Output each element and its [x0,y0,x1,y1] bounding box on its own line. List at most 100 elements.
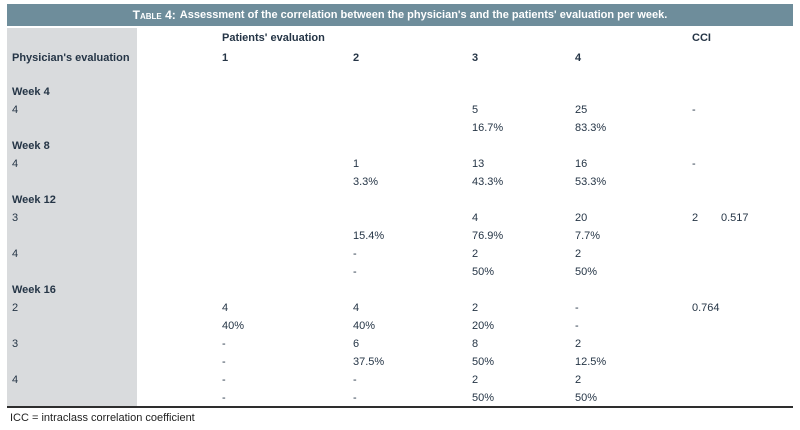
week-label: Week 12 [7,191,137,209]
table-row: 3 4 20 2 0.517 [7,209,793,227]
value-cell: - [353,391,357,404]
value-cell: 50% [575,391,598,404]
spacer-cell [137,335,222,353]
spacer-cell [137,67,793,83]
value-cell [222,155,353,173]
patients-evaluation-header: Patients' evaluation [222,32,325,44]
col-header-3: 3 [472,51,479,64]
value-cell: 40% [353,320,376,332]
value-cell: 16 [575,158,588,170]
cci-value-cell [692,353,721,371]
value-cell: 43.3% [472,176,504,188]
physician-score-cell [7,353,137,371]
col-header-2: 2 [353,51,360,64]
value-cell [222,173,353,191]
cci-value-cell [692,371,721,389]
value-cell: 15.4% [353,230,385,242]
cci-value-cell: 0.517 [721,212,749,224]
physician-score-cell [7,263,137,281]
spacer-cell [137,245,222,263]
value-cell: 40% [222,320,245,332]
value-cell: - [353,248,357,260]
header-row-cols: Physician's evaluation 1 2 3 4 [7,48,793,67]
week-row: Week 8 [7,137,793,155]
value-cell: 2 [472,248,479,260]
cci-value-cell [692,335,721,353]
value-cell [222,263,353,281]
value-cell: 20 [575,212,588,224]
week-label: Week 4 [7,83,137,101]
value-cell [222,119,353,137]
spacer-cell [721,28,793,48]
cci-value-cell: - [692,158,696,170]
value-cell: - [222,356,226,368]
value-cell: - [353,374,357,386]
spacer-cell [137,389,222,407]
table-row: 4 5 25 - [7,101,793,119]
value-cell [721,119,793,137]
value-cell: 16.7% [472,122,504,134]
spacer-cell [137,353,222,371]
table-row: 4 - - 2 2 [7,371,793,389]
cci-header: CCI [692,32,711,44]
spacer-cell [137,191,222,209]
spacer-cell [721,48,793,67]
header-label-cell [7,28,137,48]
physician-score-cell: 4 [7,155,137,173]
physician-score-cell [7,317,137,335]
col-header-1: 1 [222,51,229,64]
value-cell: 2 [472,374,479,386]
spacer-cell [137,119,222,137]
value-cell: 7.7% [575,230,601,242]
table-number: Table 4: [132,8,176,22]
spacer-cell [137,28,222,48]
value-cell [222,209,353,227]
cci-value-cell [692,389,721,407]
value-cell [353,101,472,119]
physician-score-cell [7,119,137,137]
value-cell: 37.5% [353,356,385,368]
table-row: 2 4 4 2 - 0.764 [7,299,793,317]
value-cell [721,371,793,389]
spacer-cell [137,371,222,389]
table-row: - - 50% 50% [7,389,793,407]
value-cell [721,353,793,371]
table-row: 3.3% 43.3% 53.3% [7,173,793,191]
value-cell [721,263,793,281]
value-cell: 6 [353,338,360,350]
value-cell: 2 [575,374,582,386]
value-cell [721,227,793,245]
spacer-cell [137,83,222,101]
physician-score-cell: 2 [7,299,137,317]
week-row: Week 12 [7,191,793,209]
value-cell [721,335,793,353]
value-cell: - [575,302,579,314]
value-cell: 1 [353,158,360,170]
table-row: 4 - 2 2 [7,245,793,263]
value-cell: 4 [353,302,360,314]
value-cell: - [222,374,226,386]
cci-value-cell [692,227,721,245]
value-cell: 50% [472,266,495,278]
table-row: 16.7% 83.3% [7,119,793,137]
week-row: Week 16 [7,281,793,299]
value-cell: 2 [472,302,479,314]
cci-value-cell [692,317,721,335]
value-cell [222,245,353,263]
physician-score-cell [7,389,137,407]
value-cell [353,209,472,227]
table-title-bar: Table 4: Assessment of the correlation b… [7,4,793,26]
physician-score-cell: 3 [7,335,137,353]
value-cell: 20% [472,320,495,332]
value-cell [721,389,793,407]
value-cell: 83.3% [575,122,607,134]
spacer-cell [137,227,222,245]
spacer-cell [137,317,222,335]
footnote: ICC = intraclass correlation coefficient [10,412,195,424]
value-cell: 50% [472,356,495,368]
value-cell: 8 [472,338,479,350]
value-cell: 5 [472,104,479,116]
value-cell: 2 [575,338,582,350]
table-row: 4 1 13 16 - [7,155,793,173]
value-cell: 2 [575,248,582,260]
